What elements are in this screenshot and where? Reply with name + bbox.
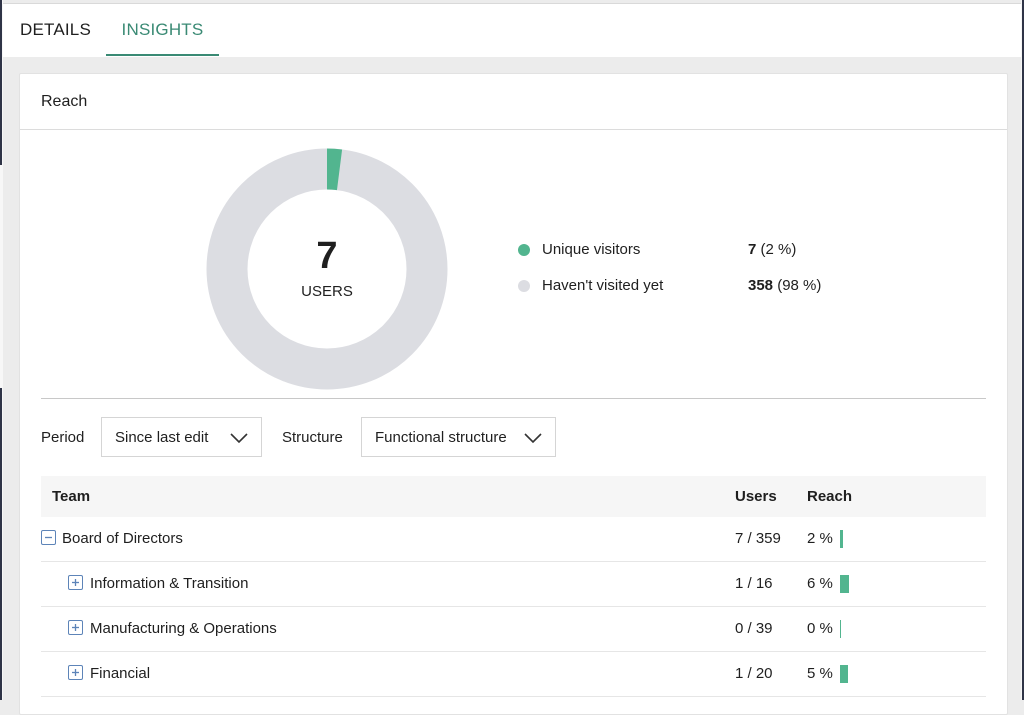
tab-details[interactable]: DETAILS [20, 20, 91, 39]
section-divider [41, 398, 986, 399]
team-reach: 6 % [807, 575, 833, 592]
reach-bar [840, 575, 849, 593]
structure-select[interactable]: Functional structure [361, 417, 556, 457]
collapse-icon[interactable] [41, 530, 56, 545]
legend-label: Haven't visited yet [542, 277, 664, 294]
column-header-reach[interactable]: Reach [807, 488, 853, 505]
reach-legend: Unique visitors 7 (2 %) Haven't visited … [518, 238, 858, 310]
reach-table: Team Users Reach Board of Directors 7 / … [41, 476, 986, 697]
team-name[interactable]: Board of Directors [62, 530, 183, 547]
structure-label: Structure [282, 429, 343, 446]
team-name[interactable]: Financial [90, 665, 151, 682]
period-label: Period [41, 429, 85, 446]
team-users: 7 / 359 [735, 530, 781, 547]
column-header-users[interactable]: Users [735, 488, 777, 505]
legend-value: 358 (98 %) [748, 277, 822, 294]
card-title: Reach [20, 74, 1007, 130]
donut-svg [206, 148, 448, 390]
expand-icon[interactable] [68, 575, 83, 590]
tab-bar: DETAILS INSIGHTS [3, 3, 1021, 57]
reach-card: Reach 7 USERS Unique visitors 7 (2 %) Ha… [19, 73, 1008, 715]
not-visited-dot-icon [518, 280, 530, 292]
chevron-down-icon [524, 433, 542, 444]
reach-bar [840, 620, 841, 638]
team-reach: 2 % [807, 530, 833, 547]
unique-visitors-dot-icon [518, 244, 530, 256]
team-users: 1 / 16 [735, 575, 773, 592]
filter-bar: Period Since last edit Structure Functio… [41, 417, 941, 459]
structure-select-value: Functional structure [375, 429, 507, 446]
team-reach: 5 % [807, 665, 833, 682]
table-header: Team Users Reach [41, 476, 986, 517]
window-edge-left [0, 0, 3, 700]
table-row: Board of Directors 7 / 359 2 % [41, 517, 986, 562]
reach-donut-chart: 7 USERS [206, 148, 448, 390]
team-reach: 0 % [807, 620, 833, 637]
period-select[interactable]: Since last edit [101, 417, 262, 457]
donut-center: 7 USERS [206, 148, 448, 390]
reach-bar [840, 530, 843, 548]
legend-item-unique-visitors: Unique visitors 7 (2 %) [518, 238, 858, 274]
team-name[interactable]: Information & Transition [90, 575, 249, 592]
team-name[interactable]: Manufacturing & Operations [90, 620, 277, 637]
expand-icon[interactable] [68, 620, 83, 635]
table-row: Financial 1 / 20 5 % [41, 652, 986, 697]
team-users: 0 / 39 [735, 620, 773, 637]
legend-label: Unique visitors [542, 241, 641, 258]
legend-value: 7 (2 %) [748, 241, 797, 258]
team-users: 1 / 20 [735, 665, 773, 682]
column-header-team[interactable]: Team [52, 488, 91, 505]
total-users-unit: USERS [301, 283, 353, 300]
chevron-down-icon [230, 433, 248, 444]
tab-insights[interactable]: INSIGHTS [121, 20, 204, 39]
expand-icon[interactable] [68, 665, 83, 680]
table-row: Information & Transition 1 / 16 6 % [41, 562, 986, 607]
active-tab-indicator [106, 54, 219, 56]
donut-visited-segment [326, 148, 343, 191]
reach-bar [840, 665, 848, 683]
table-row: Manufacturing & Operations 0 / 39 0 % [41, 607, 986, 652]
legend-item-not-visited: Haven't visited yet 358 (98 %) [518, 274, 858, 310]
period-select-value: Since last edit [115, 429, 209, 446]
total-users-count: 7 [316, 235, 338, 277]
window-edge-right [1021, 0, 1024, 700]
